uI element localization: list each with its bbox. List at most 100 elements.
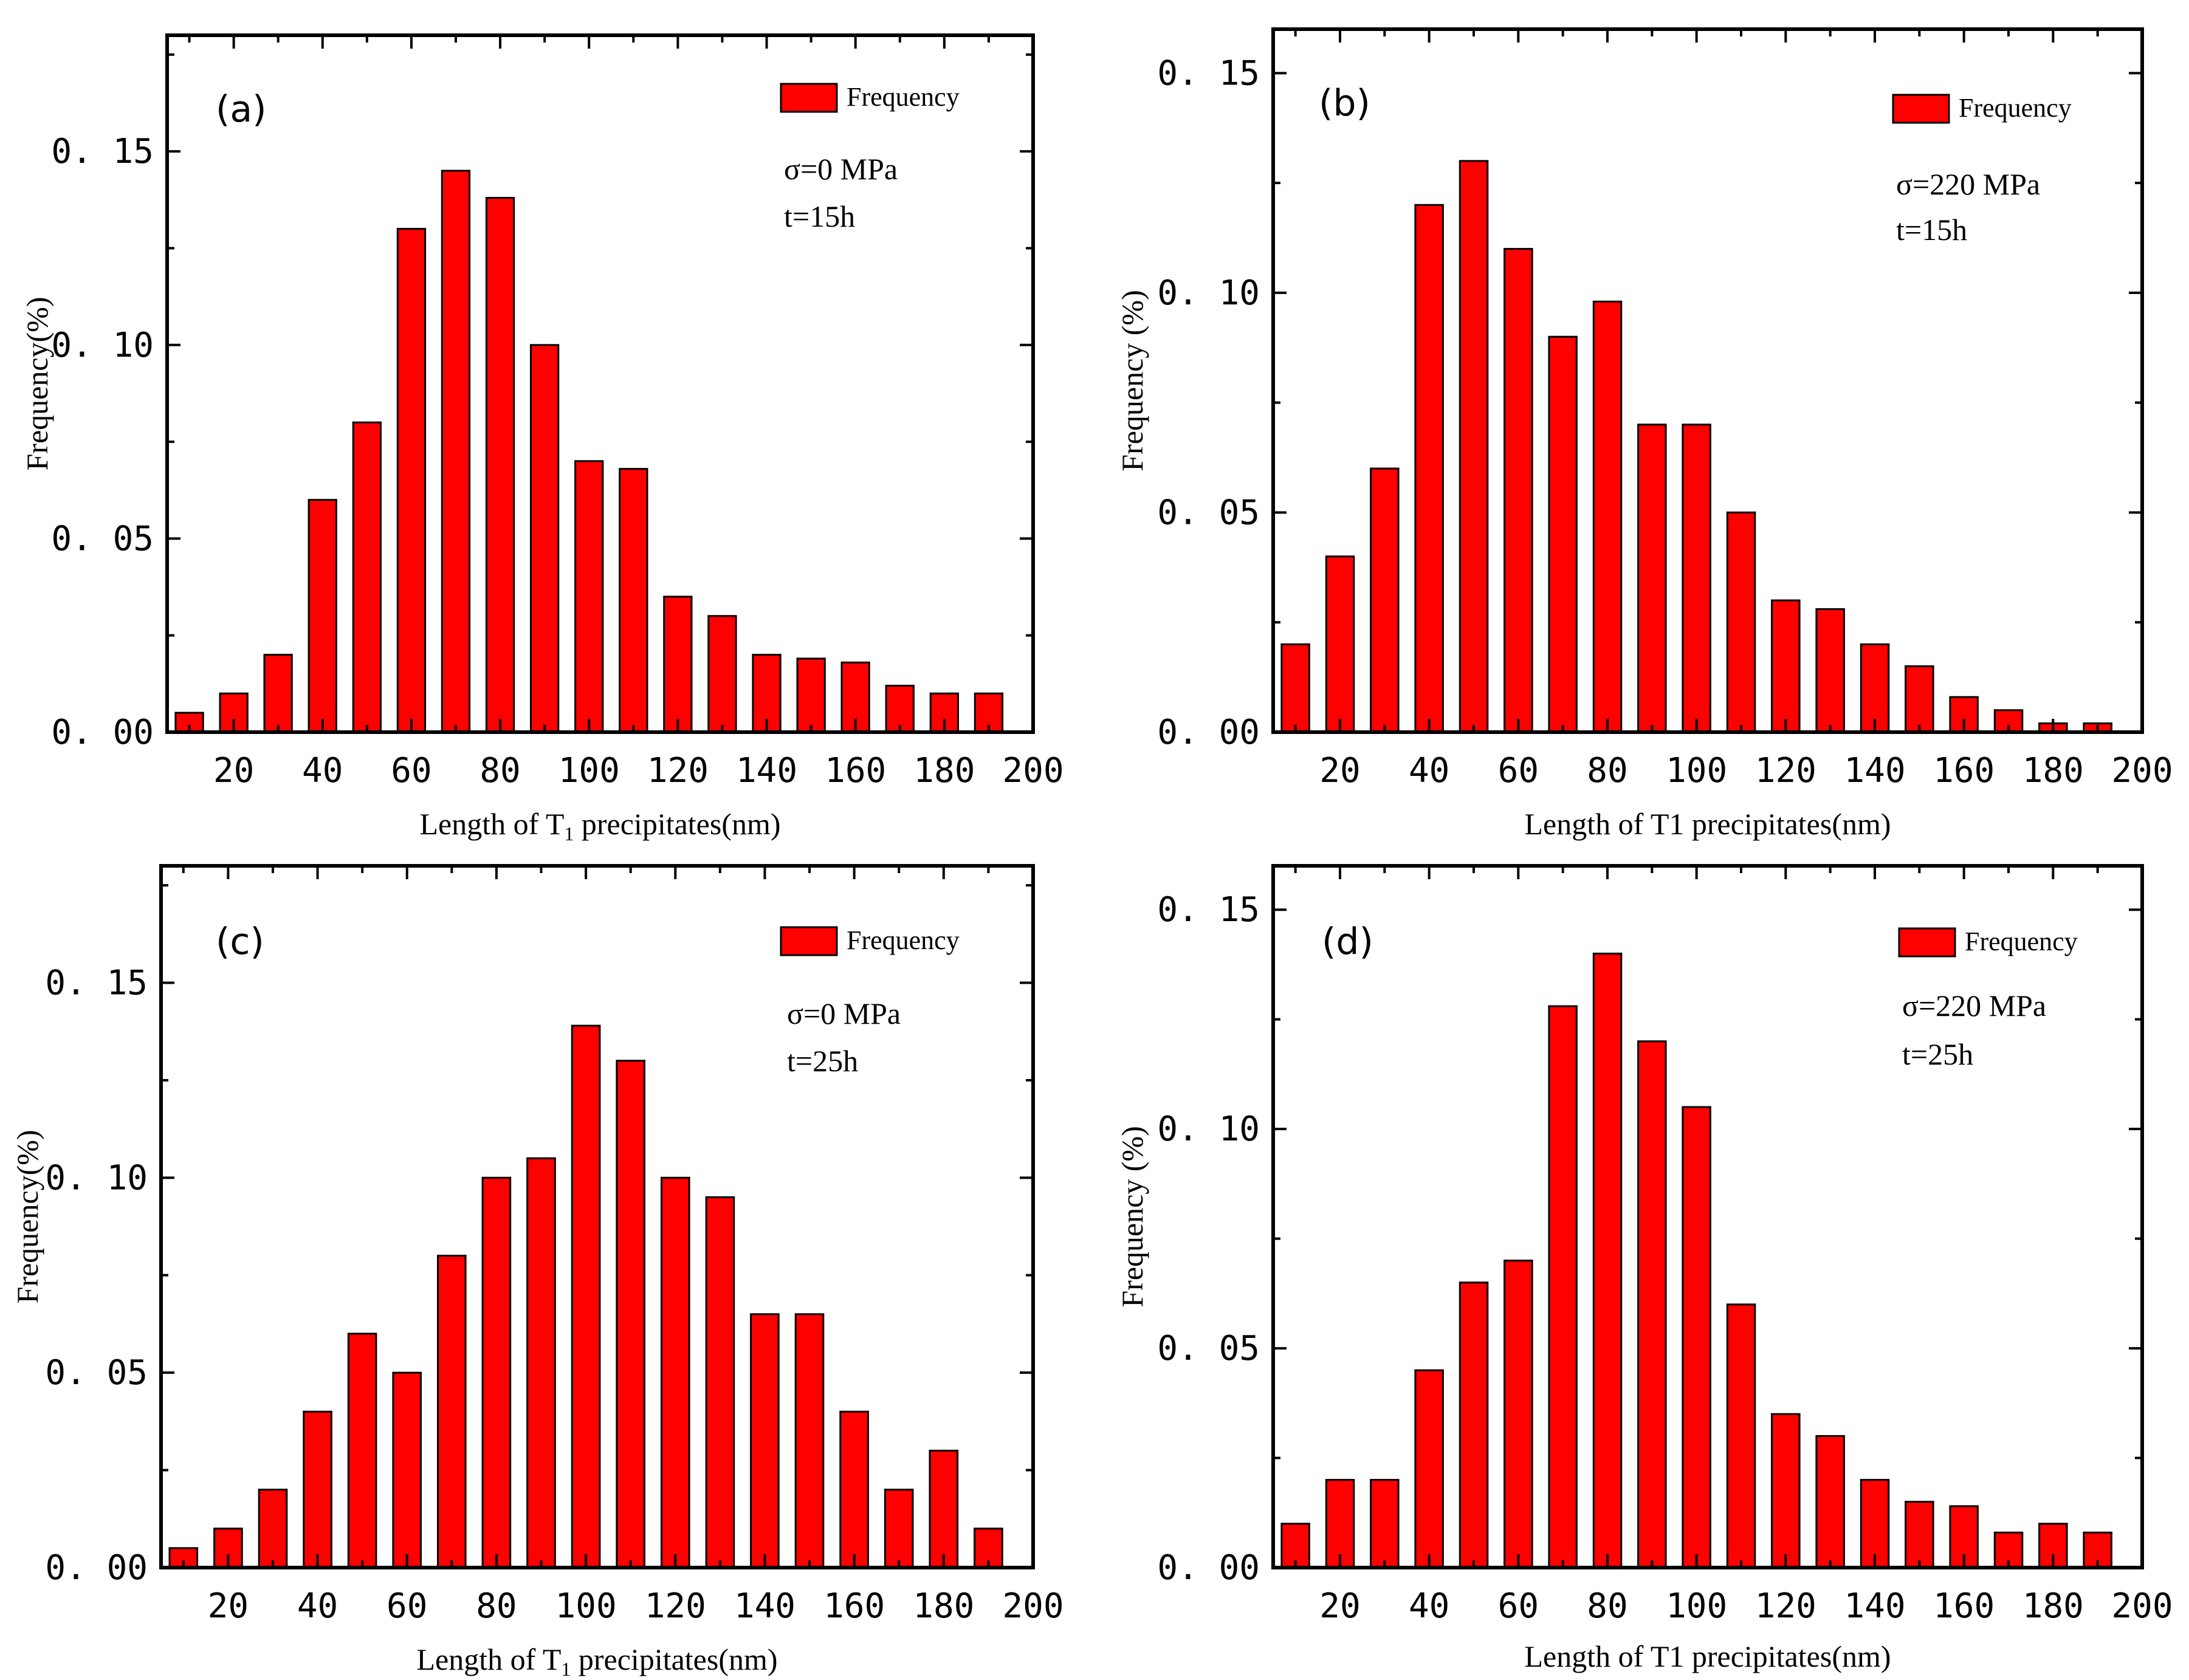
- bar: [1815, 608, 1845, 733]
- bar: [707, 615, 737, 733]
- legend-label: Frequency: [847, 925, 960, 955]
- bar: [258, 1489, 288, 1569]
- bar: [705, 1196, 735, 1569]
- legend-label: Frequency: [1959, 93, 2072, 123]
- x-axis-title: Length of T1 precipitates(nm): [419, 807, 780, 845]
- bar: [437, 1255, 467, 1569]
- annotation: σ=220 MPa: [1896, 167, 2040, 201]
- chart-panel-a: 20 40 60 80 100 120 140 160 180 200 0. 00 0. 05 0. 1…: [20, 33, 1064, 845]
- bar: [1325, 1479, 1355, 1569]
- plot-frame: [159, 864, 1035, 1569]
- bar: [1370, 1479, 1400, 1569]
- x-tick-label: 60: [1498, 751, 1539, 790]
- bar: [929, 1450, 959, 1569]
- x-tick-label: 180: [913, 751, 975, 790]
- x-tick-label: 60: [1498, 1586, 1539, 1626]
- annotation: t=15h: [784, 199, 855, 233]
- x-tick-label: 80: [1587, 751, 1627, 790]
- legend-label: Frequency: [847, 82, 960, 112]
- panel-label: (c): [216, 921, 264, 963]
- bar: [1860, 1479, 1890, 1569]
- bar: [392, 1371, 422, 1569]
- bar: [263, 654, 293, 733]
- y-tick-label: 0. 10: [1157, 1109, 1260, 1149]
- bar: [574, 460, 604, 733]
- y-tick-label: 0. 10: [45, 1158, 148, 1198]
- bar: [661, 1176, 690, 1569]
- bar: [796, 657, 826, 733]
- y-tick-label: 0. 15: [45, 964, 148, 1003]
- bar: [441, 170, 471, 733]
- bar: [1592, 300, 1623, 733]
- annotation: t=25h: [1902, 1037, 1973, 1071]
- bar: [1548, 335, 1578, 733]
- y-tick-label: 0. 15: [1157, 53, 1260, 93]
- y-tick-label: 0. 00: [1157, 1548, 1260, 1588]
- x-tick-label: 140: [734, 1586, 796, 1626]
- bar: [1637, 423, 1667, 733]
- bar: [750, 1313, 780, 1569]
- bar: [1726, 511, 1756, 733]
- bar: [884, 1489, 914, 1569]
- x-tick-label: 20: [213, 751, 254, 790]
- x-tick-label: 180: [2022, 751, 2084, 790]
- annotation: σ=220 MPa: [1902, 989, 2046, 1023]
- x-tick-label: 120: [645, 1586, 706, 1626]
- y-tick-label: 0. 05: [1157, 1329, 1260, 1368]
- bar: [794, 1313, 825, 1569]
- legend-swatch: [1898, 927, 1956, 958]
- x-tick-label: 200: [1002, 751, 1064, 790]
- bar: [1682, 1106, 1711, 1569]
- x-tick-label: 180: [2022, 1586, 2084, 1626]
- x-axis-title: Length of T1 precipitates(nm): [1524, 1639, 1891, 1673]
- x-tick-label: 140: [736, 751, 797, 790]
- bar: [1637, 1040, 1667, 1569]
- x-axis-title: Length of T1 precipitates(nm): [416, 1642, 777, 1680]
- x-tick-label: 160: [1933, 1586, 1995, 1626]
- y-tick-label: 0. 10: [51, 326, 154, 365]
- bar: [1682, 423, 1711, 733]
- bar: [1592, 952, 1623, 1569]
- legend-swatch: [1892, 94, 1950, 124]
- bar: [1815, 1435, 1845, 1569]
- x-tick-label: 160: [823, 1586, 885, 1626]
- plot-frame: [1271, 864, 2144, 1569]
- bar: [1905, 1501, 1934, 1569]
- y-tick-label: 0. 00: [51, 713, 154, 752]
- y-tick-label: 0. 15: [1157, 890, 1260, 930]
- bar: [616, 1060, 646, 1569]
- y-axis-title: Frequency(%): [10, 1130, 44, 1304]
- bar: [1905, 665, 1934, 733]
- plot-frame: [165, 33, 1035, 734]
- bar: [352, 421, 382, 733]
- x-tick-label: 160: [825, 751, 886, 790]
- x-tick-label: 120: [647, 751, 709, 790]
- x-tick-label: 100: [1666, 1586, 1727, 1626]
- bar: [619, 468, 648, 733]
- bar: [1771, 599, 1801, 733]
- annotation: t=15h: [1896, 213, 1967, 247]
- x-tick-label: 100: [555, 1586, 617, 1626]
- annotation: σ=0 MPa: [787, 996, 901, 1030]
- x-tick-label: 100: [1666, 751, 1727, 790]
- plot-frame: [1271, 27, 2144, 734]
- x-tick-label: 200: [2111, 1586, 2173, 1626]
- x-tick-label: 60: [391, 751, 431, 790]
- bar: [530, 344, 560, 733]
- chart-panel-d: 20 40 60 80 100 120 140 160 180 200 0. 00 0. 05 0. 1…: [1115, 864, 2173, 1673]
- x-tick-label: 120: [1755, 751, 1816, 790]
- legend-swatch: [780, 83, 838, 113]
- x-tick-label: 20: [1319, 1586, 1360, 1626]
- x-tick-label: 20: [1319, 751, 1360, 790]
- bar: [485, 197, 515, 733]
- chart-panel-b: 20 40 60 80 100 120 140 160 180 200 0. 00 0. 05 0. 1…: [1115, 27, 2173, 841]
- panel-label: (d): [1322, 921, 1373, 963]
- y-axis-title: Frequency (%): [1115, 1126, 1149, 1308]
- x-tick-label: 120: [1755, 1586, 1816, 1626]
- panel-label: (a): [216, 88, 267, 131]
- bar: [303, 1410, 332, 1569]
- x-tick-label: 140: [1844, 751, 1905, 790]
- y-tick-label: 0. 05: [1157, 493, 1260, 532]
- bar: [663, 595, 693, 733]
